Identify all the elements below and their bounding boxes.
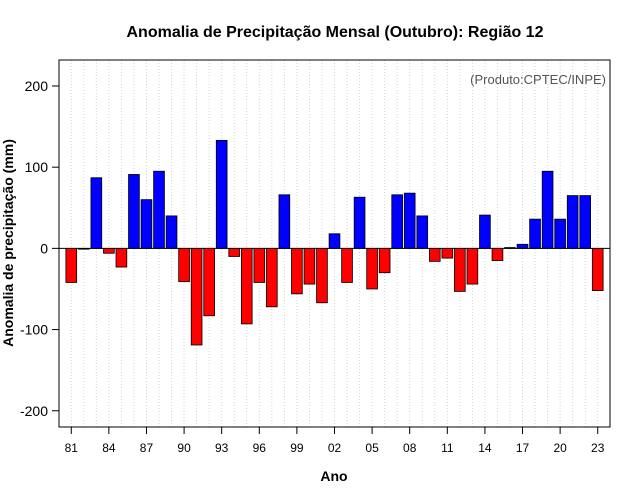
credit-label: (Produto:CPTEC/INPE) bbox=[470, 72, 606, 87]
x-tick-label: 14 bbox=[478, 441, 492, 455]
bar-1994 bbox=[228, 247, 241, 257]
x-tick-label: 17 bbox=[516, 441, 530, 455]
bar-2022 bbox=[579, 195, 591, 249]
bar-1991 bbox=[190, 247, 203, 346]
x-tick-label: 05 bbox=[365, 441, 379, 455]
bar-1981 bbox=[65, 247, 78, 283]
x-tick-label: 90 bbox=[177, 441, 191, 455]
x-tick-label: 20 bbox=[553, 441, 567, 455]
y-axis: -200 -100 0 100 200 bbox=[20, 78, 59, 419]
bar-1999 bbox=[291, 247, 303, 295]
bar-1998 bbox=[278, 194, 291, 249]
bar-2015 bbox=[491, 247, 504, 261]
bar-1985 bbox=[115, 247, 128, 268]
y-axis-label: Anomalia de precipitação (mm) bbox=[0, 139, 16, 347]
bar-2009 bbox=[416, 215, 429, 249]
bar-2019 bbox=[541, 170, 554, 249]
bar-2010 bbox=[428, 247, 441, 262]
x-tick-label: 81 bbox=[65, 441, 79, 455]
x-tick-label: 87 bbox=[140, 441, 154, 455]
x-tick-label: 93 bbox=[215, 441, 229, 455]
bar-2017 bbox=[516, 243, 529, 249]
x-tick-label: 84 bbox=[102, 441, 116, 455]
bar-2003 bbox=[341, 247, 353, 283]
bar-1990 bbox=[178, 247, 190, 283]
bar-1988 bbox=[153, 170, 165, 249]
x-axis-label: Ano bbox=[320, 468, 347, 484]
bar-2005 bbox=[366, 247, 378, 290]
x-tick-label: 11 bbox=[441, 441, 454, 455]
bar-2013 bbox=[466, 247, 479, 285]
bar-1992 bbox=[203, 247, 215, 317]
x-tick-label: 99 bbox=[290, 441, 304, 455]
bar-1987 bbox=[140, 199, 153, 249]
bar-2002 bbox=[328, 233, 341, 249]
bar-2007 bbox=[391, 194, 403, 249]
bar-2020 bbox=[554, 218, 566, 249]
bar-1993 bbox=[215, 139, 228, 249]
bar-1995 bbox=[240, 247, 253, 325]
bar-1984 bbox=[103, 247, 115, 254]
x-tick-label: 08 bbox=[403, 441, 417, 455]
y-tick-label: -200 bbox=[20, 403, 48, 419]
bar-2001 bbox=[316, 247, 328, 304]
bar-2000 bbox=[303, 247, 316, 285]
bar-1986 bbox=[128, 174, 140, 249]
bar-2011 bbox=[441, 247, 454, 259]
bar-2014 bbox=[479, 214, 491, 249]
bar-1989 bbox=[165, 215, 178, 249]
x-tick-label: 02 bbox=[328, 441, 342, 455]
y-tick-label: 100 bbox=[25, 159, 49, 175]
chart-title: Anomalia de Precipitação Mensal (Outubro… bbox=[127, 24, 544, 41]
bar-2018 bbox=[529, 218, 541, 249]
y-tick-label: -100 bbox=[20, 322, 48, 338]
bar-2012 bbox=[454, 247, 466, 292]
bar-1983 bbox=[90, 177, 103, 249]
bar-2006 bbox=[378, 247, 391, 274]
y-tick-label: 200 bbox=[25, 78, 49, 94]
x-tick-label: 96 bbox=[253, 441, 267, 455]
bars bbox=[65, 139, 604, 346]
bar-2021 bbox=[566, 195, 579, 249]
x-axis: 81 84 87 90 93 96 99 02 05 08 11 14 17 20 23 bbox=[65, 427, 605, 455]
bar-2023 bbox=[591, 247, 604, 291]
y-tick-label: 0 bbox=[40, 240, 48, 256]
bar-2008 bbox=[403, 192, 416, 249]
x-tick-label: 23 bbox=[591, 441, 605, 455]
bar-2004 bbox=[353, 196, 366, 249]
bar-1997 bbox=[266, 247, 278, 308]
bar-1996 bbox=[253, 247, 266, 283]
